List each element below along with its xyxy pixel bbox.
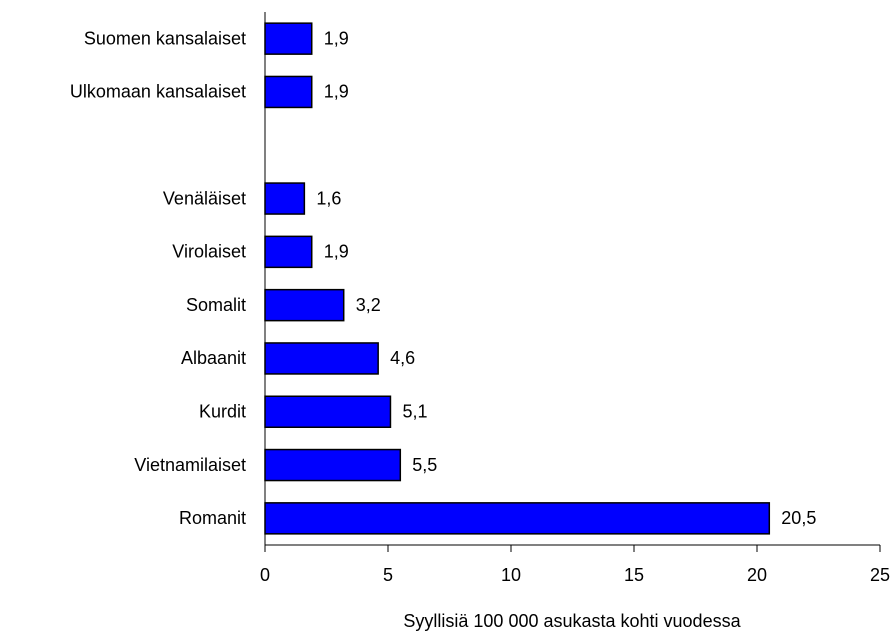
- value-label: 5,5: [412, 455, 437, 475]
- y-tick-label: Virolaiset: [172, 242, 246, 262]
- bar: [264, 448, 402, 482]
- bar: [264, 288, 345, 322]
- x-axis-label: Syyllisiä 100 000 asukasta kohti vuodess…: [403, 611, 741, 631]
- value-label: 1,6: [316, 188, 341, 208]
- x-tick-label: 10: [501, 565, 521, 585]
- value-label: 1,9: [324, 242, 349, 262]
- x-tick-label: 20: [747, 565, 767, 585]
- y-tick-label: Vietnamilaiset: [134, 455, 246, 475]
- y-tick-label: Venäläiset: [163, 188, 246, 208]
- bar: [264, 75, 313, 109]
- y-tick-label: Suomen kansalaiset: [84, 28, 246, 48]
- value-label: 3,2: [356, 295, 381, 315]
- x-tick-label: 0: [260, 565, 270, 585]
- value-label: 1,9: [324, 82, 349, 102]
- y-tick-label: Ulkomaan kansalaiset: [70, 82, 246, 102]
- x-tick-label: 5: [383, 565, 393, 585]
- bar: [264, 395, 392, 428]
- y-tick-label: Somalit: [186, 295, 246, 315]
- bar: [264, 22, 313, 55]
- y-tick-label: Romanit: [179, 508, 246, 528]
- y-tick-label: Albaanit: [181, 348, 246, 368]
- x-tick-label: 25: [870, 565, 890, 585]
- bar: [264, 342, 379, 375]
- bar: [264, 182, 306, 215]
- value-label: 5,1: [402, 402, 427, 422]
- value-label: 4,6: [390, 348, 415, 368]
- value-label: 1,9: [324, 28, 349, 48]
- bar: [264, 502, 771, 535]
- bar: [264, 235, 313, 269]
- x-tick-label: 15: [624, 565, 644, 585]
- y-tick-label: Kurdit: [199, 402, 246, 422]
- value-label: 20,5: [781, 508, 816, 528]
